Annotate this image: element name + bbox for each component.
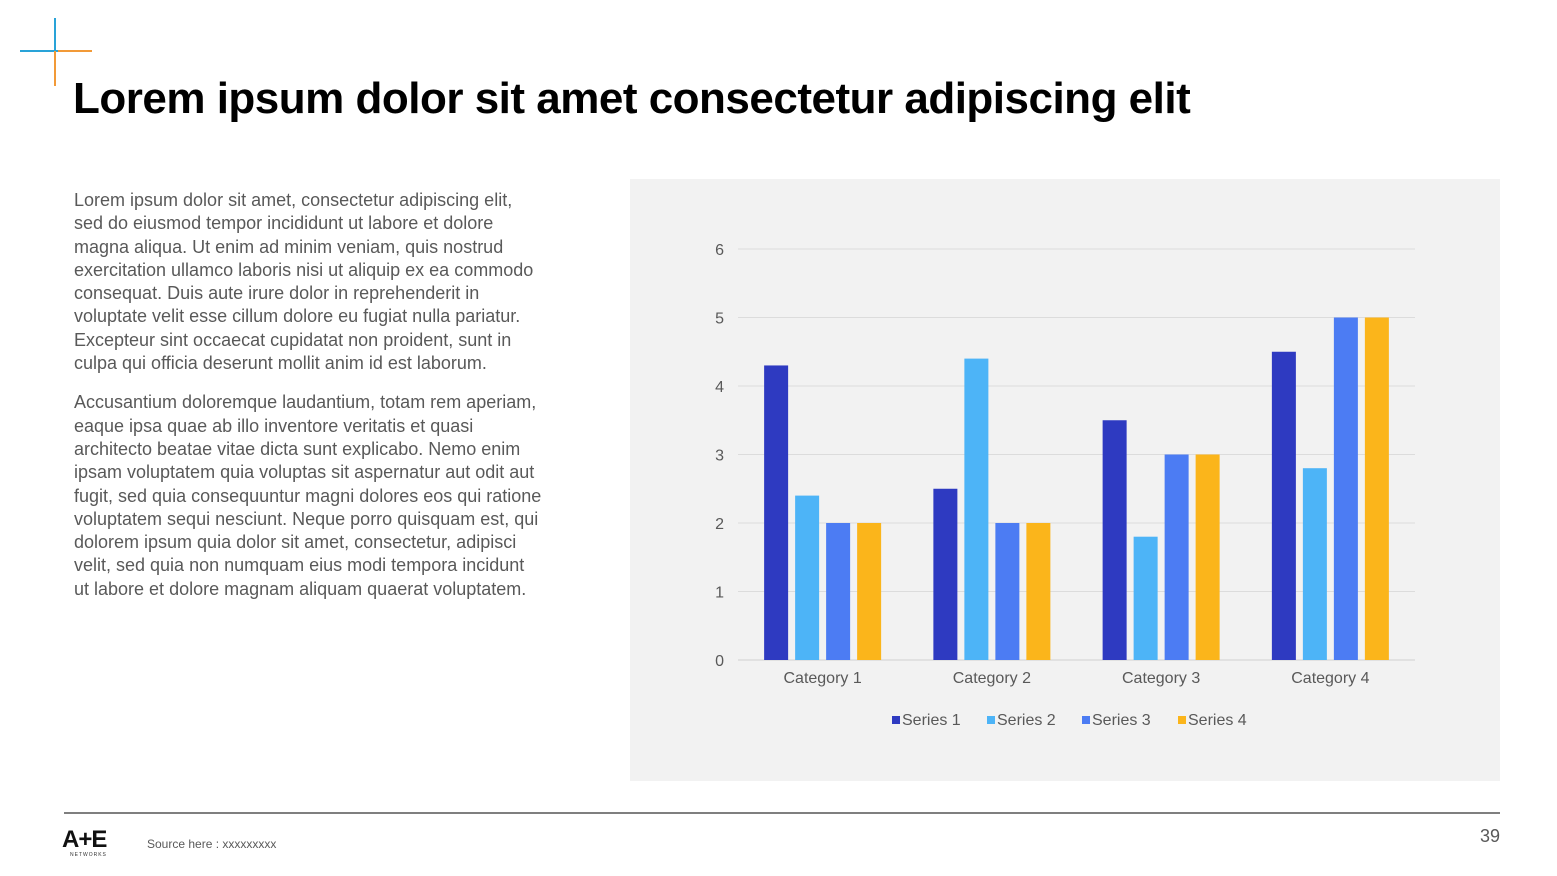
legend-swatch xyxy=(1082,716,1090,724)
company-logo: A+E NETWORKS xyxy=(62,826,122,866)
y-tick-label: 3 xyxy=(715,448,724,465)
legend-label: Series 3 xyxy=(1092,712,1151,729)
legend-label: Series 2 xyxy=(997,712,1056,729)
bar-series-2-category-2 xyxy=(964,358,989,660)
bar-series-3-category-2 xyxy=(995,523,1020,660)
chart-x-ticks: Category 1 Category 2 Category 3 Category 4 xyxy=(783,670,1369,687)
bar-series-3-category-1 xyxy=(826,523,851,660)
legend-label: Series 4 xyxy=(1188,712,1247,729)
legend-swatch xyxy=(987,716,995,724)
corner-cross-mark xyxy=(20,18,92,86)
chart-y-ticks: 0 1 2 3 4 5 6 xyxy=(715,242,724,670)
body-text: Lorem ipsum dolor sit amet, consectetur … xyxy=(74,189,544,617)
logo-text: A+E xyxy=(62,826,107,853)
chart-gridlines xyxy=(738,248,1415,661)
bar-series-2-category-4 xyxy=(1302,468,1327,660)
chart-legend: Series 1 Series 2 Series 3 Series 4 xyxy=(892,712,1247,729)
y-tick-label: 5 xyxy=(715,311,724,328)
y-tick-label: 0 xyxy=(715,653,724,670)
footer-divider xyxy=(64,812,1500,814)
bar-series-1-category-1 xyxy=(764,365,789,660)
body-paragraph-1: Lorem ipsum dolor sit amet, consectetur … xyxy=(74,190,534,374)
x-tick-label: Category 3 xyxy=(1122,670,1200,687)
body-paragraph-2: Accusantium doloremque laudantium, totam… xyxy=(74,392,542,599)
bar-series-2-category-3 xyxy=(1133,536,1158,660)
y-tick-label: 6 xyxy=(715,242,724,259)
x-tick-label: Category 1 xyxy=(783,670,861,687)
source-note: Source here : xxxxxxxxx xyxy=(147,837,277,851)
bar-series-4-category-4 xyxy=(1364,317,1389,660)
legend-swatch xyxy=(892,716,900,724)
bar-series-1-category-4 xyxy=(1271,351,1296,660)
legend-swatch xyxy=(1178,716,1186,724)
x-tick-label: Category 4 xyxy=(1291,670,1369,687)
legend-label: Series 1 xyxy=(902,712,961,729)
x-tick-label: Category 2 xyxy=(953,670,1031,687)
page-number: 39 xyxy=(1479,826,1500,846)
bar-series-3-category-3 xyxy=(1164,454,1189,660)
bar-series-4-category-2 xyxy=(1026,523,1051,660)
slide-title: Lorem ipsum dolor sit amet consectetur a… xyxy=(73,74,1191,123)
y-tick-label: 1 xyxy=(715,585,724,602)
y-tick-label: 4 xyxy=(715,379,724,396)
y-tick-label: 2 xyxy=(715,516,724,533)
chart-bars xyxy=(764,317,1389,660)
bar-series-1-category-2 xyxy=(933,488,958,660)
bar-series-4-category-3 xyxy=(1195,454,1220,660)
logo-subtext: NETWORKS xyxy=(70,852,107,858)
bar-series-3-category-4 xyxy=(1333,317,1358,660)
bar-series-4-category-1 xyxy=(857,523,882,660)
bar-series-1-category-3 xyxy=(1102,420,1127,660)
bar-series-2-category-1 xyxy=(795,495,820,660)
